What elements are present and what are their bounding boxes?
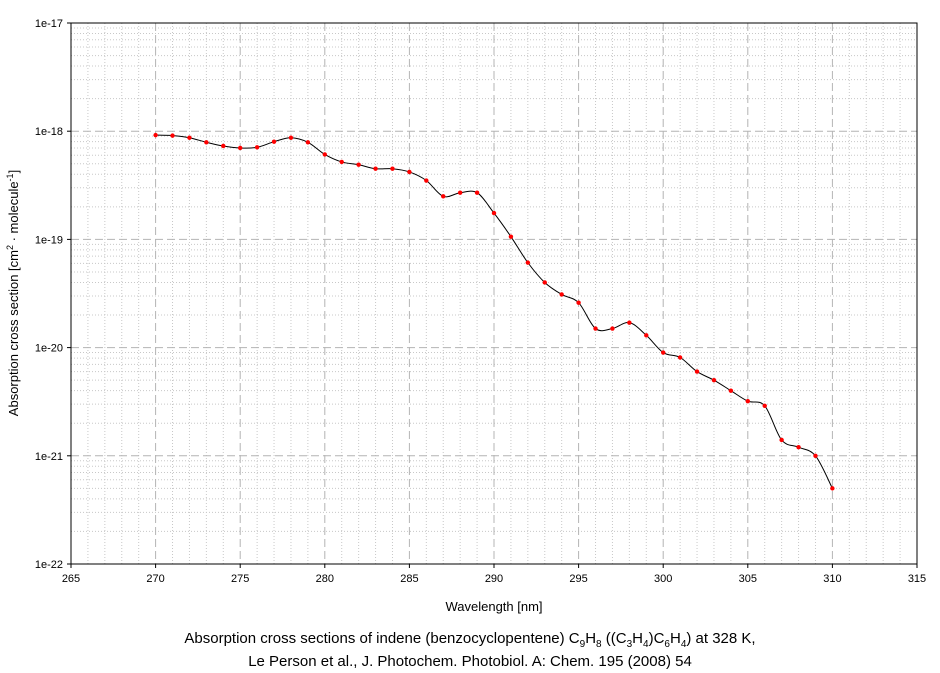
data-point bbox=[339, 159, 344, 165]
data-point bbox=[254, 145, 260, 150]
y-axis: 1e-22 1e-21 1e-20 1e-19 1e-18 1e-17 bbox=[35, 18, 71, 571]
data-point bbox=[271, 139, 277, 144]
data-point bbox=[390, 166, 395, 171]
data-point bbox=[576, 300, 581, 305]
data-point bbox=[424, 178, 429, 183]
data-point bbox=[153, 132, 158, 138]
caption-text: Absorption cross sections of indene (ben… bbox=[184, 630, 580, 647]
data-point bbox=[474, 190, 480, 195]
data-point bbox=[644, 333, 649, 338]
data-point bbox=[711, 377, 717, 383]
y-tick-label: 1e-22 bbox=[35, 559, 63, 571]
data-point bbox=[796, 445, 801, 450]
data-point bbox=[356, 162, 361, 167]
caption-text: )C bbox=[648, 630, 665, 647]
x-tick-label: 290 bbox=[485, 573, 503, 585]
x-tick-label: 275 bbox=[231, 573, 249, 585]
data-point bbox=[204, 140, 209, 145]
caption-text: H bbox=[632, 630, 644, 647]
caption-text: H bbox=[585, 630, 597, 647]
x-axis: 265 270 275 280 285 290 295 300 305 310 315 bbox=[62, 564, 926, 585]
data-point bbox=[288, 135, 294, 140]
caption-text: ) at 328 K, bbox=[686, 630, 756, 647]
data-point bbox=[559, 292, 564, 297]
data-point bbox=[407, 169, 412, 175]
x-tick-label: 265 bbox=[62, 573, 80, 585]
data-point bbox=[373, 166, 378, 171]
data-point bbox=[677, 355, 683, 360]
y-tick-label: 1e-17 bbox=[35, 18, 63, 30]
caption-subscript: 9 bbox=[579, 639, 586, 650]
series-markers bbox=[153, 132, 835, 491]
x-tick-label: 295 bbox=[569, 573, 587, 585]
caption-line-2: Le Person et al., J. Photochem. Photobio… bbox=[248, 653, 692, 670]
caption-line-1: Absorption cross sections of indene (ben… bbox=[0, 630, 940, 650]
y-axis-label-superscript: 2 bbox=[5, 245, 15, 250]
data-point bbox=[610, 326, 615, 331]
grid-major bbox=[71, 23, 917, 564]
data-point bbox=[745, 398, 750, 404]
x-tick-label: 315 bbox=[908, 573, 926, 585]
data-point bbox=[221, 143, 226, 149]
y-axis-label-part: · molecule bbox=[6, 181, 21, 245]
caption-subscript: 6 bbox=[664, 639, 670, 650]
data-point bbox=[779, 437, 784, 443]
data-point bbox=[694, 369, 700, 374]
x-axis-label: Wavelength [nm] bbox=[445, 599, 542, 614]
data-point bbox=[542, 280, 547, 285]
data-point bbox=[762, 403, 767, 408]
y-tick-label: 1e-18 bbox=[35, 126, 63, 138]
data-point bbox=[457, 190, 463, 195]
caption-text: H bbox=[669, 630, 681, 647]
x-tick-label: 285 bbox=[400, 573, 418, 585]
x-tick-label: 305 bbox=[739, 573, 757, 585]
data-point bbox=[508, 234, 514, 239]
data-point bbox=[627, 320, 632, 325]
x-tick-label: 270 bbox=[146, 573, 164, 585]
data-point bbox=[593, 326, 598, 331]
y-axis-label-superscript: -1 bbox=[5, 173, 15, 181]
data-point bbox=[238, 145, 243, 151]
y-axis-label-part: Absorption cross section [cm bbox=[6, 250, 21, 416]
x-tick-label: 310 bbox=[823, 573, 841, 585]
x-tick-label: 280 bbox=[316, 573, 334, 585]
data-point bbox=[170, 133, 175, 138]
y-axis-label-part: ] bbox=[6, 170, 21, 174]
x-tick-label: 300 bbox=[654, 573, 672, 585]
caption-subscript: 8 bbox=[596, 639, 602, 650]
data-point bbox=[187, 135, 192, 140]
y-tick-label: 1e-21 bbox=[35, 451, 63, 463]
caption-subscript: 4 bbox=[680, 639, 687, 650]
data-point bbox=[830, 486, 835, 491]
data-point bbox=[305, 140, 311, 145]
y-axis-label: Absorption cross section [cm2 · molecule… bbox=[5, 170, 21, 416]
data-point bbox=[525, 260, 531, 265]
caption-text: ((C bbox=[601, 630, 627, 647]
data-point bbox=[661, 350, 666, 355]
y-tick-label: 1e-19 bbox=[35, 234, 63, 246]
data-point bbox=[441, 194, 446, 199]
data-point bbox=[491, 210, 497, 216]
y-tick-label: 1e-20 bbox=[35, 343, 63, 355]
caption-subscript: 4 bbox=[643, 639, 649, 650]
data-point bbox=[322, 152, 327, 157]
data-point bbox=[813, 453, 818, 458]
caption-subscript: 3 bbox=[626, 639, 633, 650]
data-point bbox=[728, 388, 734, 393]
